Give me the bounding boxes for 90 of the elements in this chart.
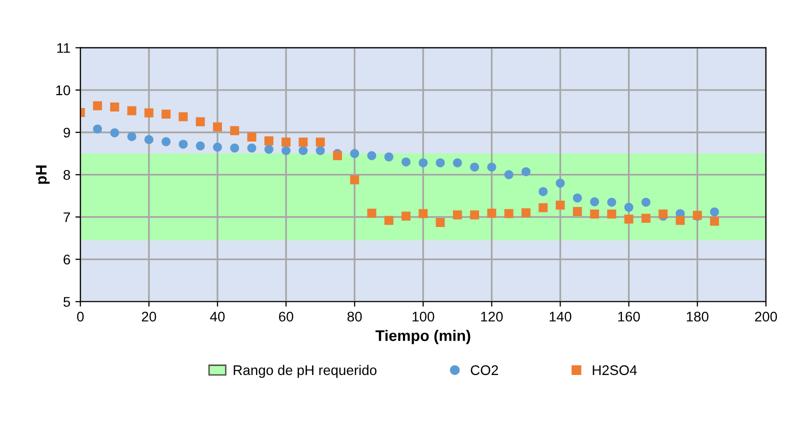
point (196, 141, 205, 150)
y-tick-label: 6 (64, 254, 70, 264)
point (402, 212, 411, 221)
point (538, 187, 548, 196)
x-tick-label: 0 (77, 312, 84, 322)
x-tick-label: 180 (686, 312, 708, 322)
point (504, 209, 514, 218)
point (230, 126, 240, 136)
y-tick-label: 8 (64, 170, 70, 180)
point (487, 208, 496, 218)
point (521, 167, 530, 176)
point (572, 207, 582, 216)
point (402, 157, 411, 166)
point (264, 144, 274, 154)
legend-label: Rango de pH requerido (234, 364, 376, 378)
y-tick-label: 5 (63, 297, 70, 307)
point (212, 122, 222, 132)
point (110, 102, 120, 112)
point (572, 193, 582, 202)
y-axis-title: pH (36, 166, 50, 184)
point (641, 214, 650, 223)
point (710, 207, 720, 216)
point (196, 117, 205, 126)
point (470, 210, 480, 220)
point (127, 106, 136, 116)
point (607, 210, 616, 219)
point (316, 146, 325, 156)
point (162, 110, 171, 119)
point (367, 208, 376, 218)
point (247, 144, 256, 153)
point (264, 136, 274, 146)
x-tick-label: 120 (481, 312, 503, 322)
x-axis-title: Tiempo (min) (376, 330, 470, 344)
y-tick-label: 7 (64, 212, 70, 222)
point (162, 137, 171, 146)
x-tick-label: 40 (210, 312, 225, 322)
point (178, 112, 188, 122)
point (144, 135, 154, 144)
point (487, 162, 496, 172)
point (710, 216, 720, 226)
point (624, 214, 634, 224)
point (590, 210, 600, 219)
y-tick-label: 10 (56, 85, 70, 96)
point (556, 200, 565, 210)
legend-label: H2SO4 (592, 365, 637, 376)
point (230, 144, 240, 153)
point (212, 142, 222, 152)
point (282, 138, 291, 147)
point (538, 203, 548, 212)
point (110, 128, 120, 138)
point (470, 162, 480, 172)
point (298, 146, 308, 156)
point (418, 209, 428, 218)
point (436, 218, 445, 227)
point (350, 175, 360, 184)
point (676, 216, 685, 225)
point (521, 208, 530, 218)
x-tick-label: 80 (347, 312, 362, 322)
point (418, 158, 428, 168)
point (641, 198, 650, 207)
point (367, 151, 376, 160)
point (624, 202, 634, 212)
point (316, 138, 325, 147)
x-tick-label: 20 (142, 312, 156, 322)
point (436, 158, 445, 168)
point (590, 197, 600, 206)
point (504, 170, 514, 180)
point (282, 146, 291, 156)
point (178, 140, 188, 149)
x-tick-label: 160 (618, 312, 640, 322)
y-tick-label: 11 (57, 43, 70, 53)
point (452, 210, 462, 220)
x-tick-label: 60 (279, 312, 294, 322)
point (144, 108, 154, 118)
point (384, 216, 394, 225)
point (556, 178, 565, 188)
point (607, 198, 616, 207)
x-tick-label: 100 (412, 312, 434, 322)
point (93, 101, 102, 110)
point (298, 138, 308, 147)
legend-label: CO2 (470, 365, 498, 376)
x-tick-label: 140 (550, 312, 572, 322)
point (350, 149, 360, 158)
x-tick-label: 200 (755, 312, 777, 322)
point (384, 152, 394, 162)
point (247, 132, 256, 142)
point (127, 132, 136, 142)
y-tick-label: 9 (64, 128, 70, 138)
point (93, 124, 102, 134)
point (452, 158, 462, 168)
